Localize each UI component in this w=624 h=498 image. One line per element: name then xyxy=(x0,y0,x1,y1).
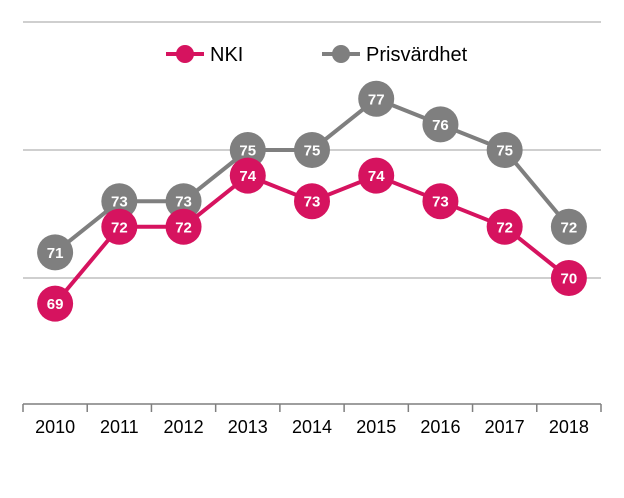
data-label: 73 xyxy=(304,194,321,211)
legend-prisvardhet-label: Prisvärdhet xyxy=(366,44,468,66)
data-point xyxy=(294,132,330,168)
data-point xyxy=(422,183,459,220)
legend-item-nki: NKI xyxy=(166,44,243,66)
data-label: 73 xyxy=(111,194,128,211)
series-layer: 71 73 73 75 75 77 76 75 72 69 72 72 74 73 74 73 72 70 xyxy=(37,80,587,322)
data-point xyxy=(101,208,138,245)
data-label: 72 xyxy=(111,219,128,236)
x-tick-label: 2013 xyxy=(228,417,268,437)
x-tick-label: 2018 xyxy=(549,417,589,437)
data-label: 74 xyxy=(239,168,256,185)
data-label: 74 xyxy=(368,168,385,185)
data-point xyxy=(229,157,266,194)
x-tick-label: 2016 xyxy=(420,417,460,437)
x-tick-label: 2017 xyxy=(485,417,525,437)
legend: NKI Prisvärdhet xyxy=(166,44,468,66)
data-point xyxy=(550,208,587,245)
data-label: 72 xyxy=(561,219,578,236)
data-label: 71 xyxy=(47,245,64,262)
x-tick-label: 2014 xyxy=(292,417,332,437)
data-label: 76 xyxy=(432,117,449,134)
series-nki: 69 72 72 74 73 74 73 72 70 xyxy=(37,157,587,322)
data-point xyxy=(486,208,523,245)
data-label: 72 xyxy=(496,219,513,236)
x-tick-label: 2010 xyxy=(35,417,75,437)
data-point xyxy=(358,80,395,117)
x-axis: 2010 2011 2012 2013 2014 2015 2016 2017 2018 xyxy=(22,403,602,437)
x-tick-label: 2015 xyxy=(356,417,396,437)
x-tick-label: 2012 xyxy=(164,417,204,437)
data-label: 73 xyxy=(432,194,449,211)
legend-nki-label: NKI xyxy=(210,44,243,66)
data-point xyxy=(37,234,74,271)
data-label: 75 xyxy=(239,143,256,160)
data-point xyxy=(229,132,266,168)
data-label: 69 xyxy=(47,296,64,313)
legend-nki-marker xyxy=(176,45,194,63)
data-point xyxy=(550,260,587,296)
data-label: 70 xyxy=(561,271,578,288)
data-label: 72 xyxy=(175,219,192,236)
x-tick-label: 2011 xyxy=(100,417,139,437)
legend-prisvardhet-marker xyxy=(332,45,350,63)
data-point xyxy=(486,132,523,168)
data-point xyxy=(422,106,459,143)
data-point xyxy=(165,183,202,220)
series-prisvardhet: 71 73 73 75 75 77 76 75 72 xyxy=(37,80,587,271)
data-point xyxy=(101,183,138,220)
data-point xyxy=(294,183,330,220)
data-point xyxy=(165,208,202,245)
data-label: 75 xyxy=(304,143,321,160)
data-point xyxy=(358,157,395,194)
data-point xyxy=(37,285,74,322)
data-label: 75 xyxy=(496,143,513,160)
legend-item-prisvardhet: Prisvärdhet xyxy=(322,44,468,66)
data-label: 77 xyxy=(368,91,385,108)
data-label: 73 xyxy=(175,194,192,211)
